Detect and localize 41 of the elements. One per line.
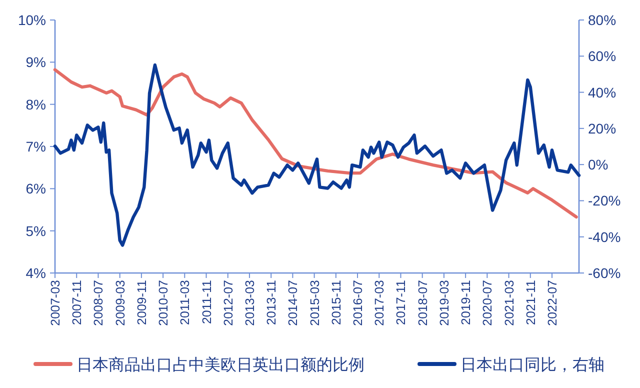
x-tick-label: 2013-11 <box>264 280 279 325</box>
y-tick-label: 8% <box>26 96 46 112</box>
x-tick-label: 2021-11 <box>524 280 538 325</box>
y-tick-label: 7% <box>26 138 46 154</box>
x-tick-label: 2020-07 <box>480 280 495 326</box>
x-tick-label: 2016-07 <box>351 280 366 326</box>
y2-tick-label: 20% <box>588 120 616 136</box>
x-tick-label: 2019-03 <box>437 280 452 326</box>
x-tick-label: 2018-07 <box>416 280 430 326</box>
x-tick-label: 2011-03 <box>178 280 192 325</box>
x-tick-label: 2009-03 <box>113 280 128 326</box>
x-tick-label: 2007-03 <box>48 280 62 326</box>
x-tick-label: 2010-07 <box>156 280 171 326</box>
x-tick-label: 2015-03 <box>308 280 322 326</box>
y-tick-label: 4% <box>26 265 46 281</box>
y2-tick-label: -20% <box>588 192 621 209</box>
y2-tick-label: 0% <box>588 156 608 173</box>
y2-tick-label: 80% <box>588 12 616 28</box>
y-tick-label: 10% <box>18 12 46 28</box>
legend-label: 日本商品出口占中美欧日英出口额的比例 <box>76 356 364 374</box>
x-tick-label: 2013-03 <box>242 280 257 326</box>
x-tick-label: 2011-11 <box>200 280 214 324</box>
x-tick-label: 2017-11 <box>394 280 408 325</box>
x-tick-label: 2009-11 <box>134 280 149 325</box>
y-tick-label: 9% <box>26 54 46 70</box>
x-tick-label: 2012-07 <box>221 280 236 326</box>
x-tick-label: 2019-11 <box>459 280 474 325</box>
y-tick-label: 5% <box>26 222 46 239</box>
x-tick-label: 2014-07 <box>286 280 300 326</box>
x-tick-label: 2017-03 <box>372 280 387 326</box>
legend-label: 日本出口同比，右轴 <box>460 356 604 374</box>
x-tick-label: 2008-07 <box>92 280 106 326</box>
y2-tick-label: 60% <box>588 48 616 64</box>
x-tick-label: 2015-11 <box>329 280 344 325</box>
y2-tick-label: -40% <box>588 228 621 245</box>
x-tick-label: 2021-03 <box>502 280 516 326</box>
y-tick-label: 6% <box>26 180 46 197</box>
x-tick-label: 2007-11 <box>70 280 84 325</box>
y2-tick-label: 40% <box>588 84 616 100</box>
y2-tick-label: -60% <box>588 265 621 281</box>
x-tick-label: 2022-07 <box>545 280 560 326</box>
